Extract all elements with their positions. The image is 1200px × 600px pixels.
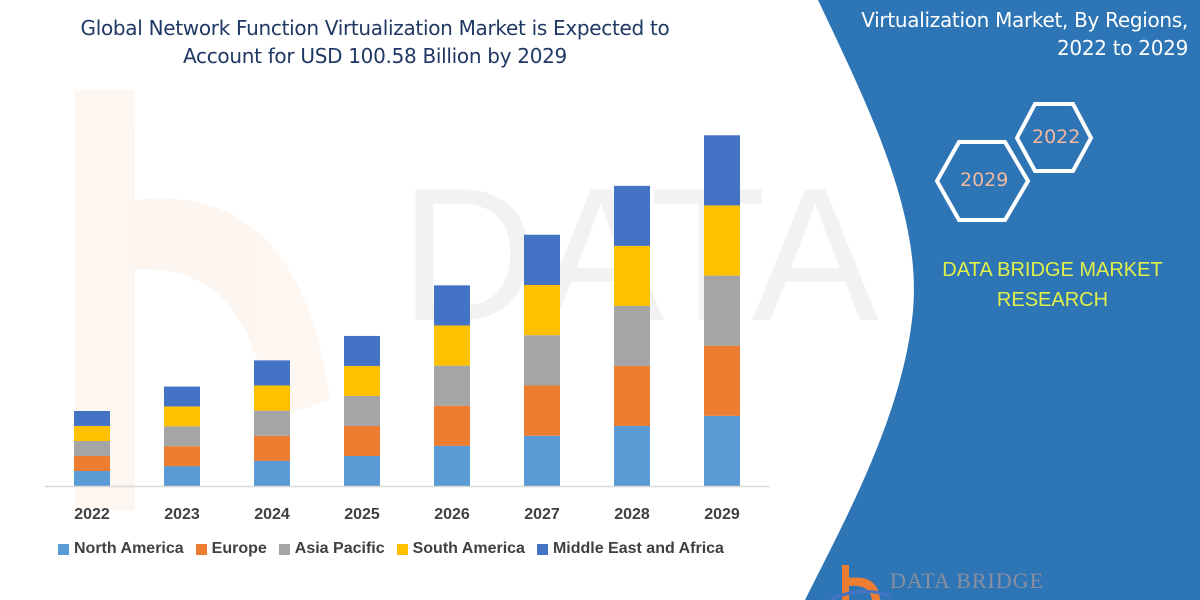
x-tick-label: 2024 bbox=[254, 506, 290, 523]
hex-label-2022: 2022 bbox=[1032, 126, 1081, 148]
legend-label: South America bbox=[412, 540, 525, 557]
x-tick-label: 2029 bbox=[704, 506, 740, 523]
data-bridge-logo-icon bbox=[829, 565, 891, 600]
bar-segment-2026-north-america bbox=[434, 445, 470, 486]
brand-line-1: DATA BRIDGE MARKET bbox=[942, 259, 1163, 281]
x-tick-label: 2023 bbox=[164, 506, 200, 523]
side-panel-title: Virtualization Market, By Regions, 2022 … bbox=[861, 6, 1188, 62]
legend-label: Asia Pacific bbox=[294, 540, 385, 557]
bar-segment-2029-europe bbox=[704, 345, 740, 416]
bar-segment-2024-middle-east-and-africa bbox=[254, 360, 290, 386]
bar-segment-2022-middle-east-and-africa bbox=[74, 410, 110, 426]
brand-line-2: RESEARCH bbox=[996, 289, 1109, 311]
title-line-2: Account for USD 100.58 Billion by 2029 bbox=[182, 44, 567, 68]
bar-segment-2027-middle-east-and-africa bbox=[524, 234, 560, 285]
bar-segment-2026-asia-pacific bbox=[434, 365, 470, 406]
bar-segment-2023-north-america bbox=[164, 466, 200, 486]
bar-segment-2025-south-america bbox=[344, 365, 380, 396]
bar-segment-2022-europe bbox=[74, 455, 110, 471]
bar-segment-2028-north-america bbox=[614, 425, 650, 486]
bar-segment-2026-middle-east-and-africa bbox=[434, 285, 470, 326]
logo-text: DATA BRIDGE bbox=[890, 568, 1045, 593]
legend-swatch bbox=[396, 543, 408, 555]
hexagon-2022 bbox=[1014, 102, 1094, 173]
x-tick-label: 2027 bbox=[524, 506, 560, 523]
side-title-line-1: Virtualization Market, By Regions, bbox=[861, 8, 1188, 32]
bar-segment-2028-south-america bbox=[614, 245, 650, 306]
x-tick-label: 2026 bbox=[434, 506, 470, 523]
legend-item: Middle East and Africa bbox=[536, 540, 724, 558]
bar-segment-2023-europe bbox=[164, 446, 200, 467]
bar-segment-2023-asia-pacific bbox=[164, 426, 200, 447]
legend-item: Asia Pacific bbox=[278, 540, 385, 558]
legend-label: Europe bbox=[211, 540, 267, 557]
bar-segment-2027-europe bbox=[524, 385, 560, 436]
bar-segment-2024-south-america bbox=[254, 385, 290, 411]
chart-title: Global Network Function Virtualization M… bbox=[20, 14, 730, 70]
bar-segment-2025-middle-east-and-africa bbox=[344, 335, 380, 366]
side-title-line-2: 2022 to 2029 bbox=[1057, 36, 1188, 60]
hexagon-2029 bbox=[934, 140, 1031, 222]
bar-segment-2027-asia-pacific bbox=[524, 335, 560, 386]
bar-segment-2026-europe bbox=[434, 405, 470, 446]
x-tick-label: 2028 bbox=[614, 506, 650, 523]
bar-segment-2026-south-america bbox=[434, 325, 470, 366]
bar-segment-2029-south-america bbox=[704, 205, 740, 276]
legend-swatch bbox=[58, 543, 69, 555]
bar-segment-2028-asia-pacific bbox=[614, 305, 650, 366]
x-tick-label: 2022 bbox=[74, 506, 110, 523]
bar-segment-2029-asia-pacific bbox=[704, 275, 740, 346]
legend-swatch bbox=[278, 543, 290, 555]
bar-segment-2023-middle-east-and-africa bbox=[164, 386, 200, 407]
legend-item: North America bbox=[58, 540, 184, 558]
bar-segment-2025-europe bbox=[344, 425, 380, 456]
bar-segment-2029-middle-east-and-africa bbox=[704, 135, 740, 206]
legend-label: North America bbox=[74, 540, 184, 557]
bar-segment-2024-north-america bbox=[254, 460, 290, 486]
bar-segment-2024-europe bbox=[254, 435, 290, 461]
x-tick-label: 2025 bbox=[344, 506, 380, 523]
legend-swatch bbox=[536, 543, 548, 555]
side-panel bbox=[805, 0, 1200, 600]
brand-text: DATA BRIDGE MARKET RESEARCH bbox=[915, 255, 1190, 315]
bar-segment-2023-south-america bbox=[164, 406, 200, 427]
bar-segment-2027-north-america bbox=[524, 435, 560, 486]
stacked-bar-chart: 2022 2023 2024 2025 2026 2027 2028 2029 bbox=[45, 135, 770, 523]
title-line-1: Global Network Function Virtualization M… bbox=[80, 16, 670, 40]
legend-item: Europe bbox=[195, 540, 267, 558]
bar-segment-2028-middle-east-and-africa bbox=[614, 185, 650, 246]
hex-label-2029: 2029 bbox=[960, 169, 1009, 191]
legend-item: South America bbox=[396, 540, 525, 558]
bar-segment-2029-north-america bbox=[704, 415, 740, 486]
legend: North America Europe Asia Pacific South Ame… bbox=[58, 540, 724, 558]
legend-label: Middle East and Africa bbox=[552, 540, 724, 557]
bar-segment-2022-asia-pacific bbox=[74, 440, 110, 456]
bar-segment-2025-asia-pacific bbox=[344, 395, 380, 426]
bar-segment-2024-asia-pacific bbox=[254, 410, 290, 436]
bar-segment-2022-south-america bbox=[74, 425, 110, 441]
bar-segment-2028-europe bbox=[614, 365, 650, 426]
legend-swatch bbox=[195, 543, 207, 555]
bar-segment-2022-north-america bbox=[74, 470, 110, 486]
bar-segment-2025-north-america bbox=[344, 455, 380, 486]
bar-segment-2027-south-america bbox=[524, 284, 560, 336]
